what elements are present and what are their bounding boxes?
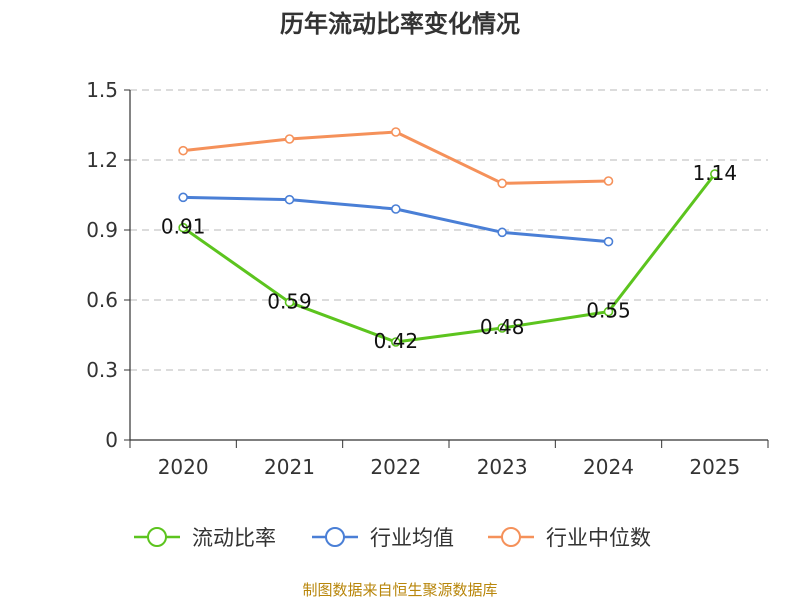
series-1 (178, 192, 614, 247)
legend-marker (147, 527, 167, 547)
x-tick-label: 2021 (264, 455, 315, 479)
series-line (182, 173, 717, 344)
series-line (183, 130, 609, 185)
data-point (178, 145, 188, 156)
data-label: 0.42 (374, 329, 419, 353)
legend-label: 流动比率 (192, 526, 276, 550)
chart-title: 历年流动比率变化情况 (280, 10, 520, 38)
data-point (603, 236, 614, 247)
data-labels: 0.91 0.59 0.42 0.48 0.55 1.14 (161, 161, 737, 353)
data-point (603, 306, 614, 317)
data-point (497, 178, 507, 189)
legend: 流动比率 行业均值 行业中位数 (134, 526, 651, 550)
series-2 (178, 127, 614, 189)
x-tick-label: 2022 (370, 455, 421, 479)
data-label: 0.91 (161, 215, 206, 239)
y-tick-label: 0 (105, 428, 118, 452)
data-point (284, 297, 295, 308)
data-point (391, 337, 401, 347)
legend-item: 流动比率 (134, 526, 276, 550)
y-tick-label: 0.9 (86, 218, 118, 242)
data-label: 1.14 (693, 161, 738, 185)
legend-item: 行业均值 (312, 526, 454, 550)
axes: 0 0.3 0.6 0.9 1.2 1.5 2020 2021 2022 2023 2024 2025 (86, 78, 769, 479)
legend-label: 行业中位数 (546, 526, 651, 550)
x-tick-label: 2025 (689, 455, 740, 479)
y-tick-label: 1.5 (86, 78, 118, 102)
data-point (497, 227, 507, 238)
data-source-note: 制图数据来自恒生聚源数据库 (302, 581, 497, 599)
y-tick-label: 1.2 (86, 148, 118, 172)
legend-item: 行业中位数 (488, 526, 651, 550)
legend-label: 行业均值 (370, 526, 454, 550)
legend-marker (325, 527, 345, 547)
x-tick-label: 2024 (583, 455, 634, 479)
data-point (391, 204, 401, 214)
y-tick-label: 0.3 (86, 358, 118, 382)
series-0 (178, 169, 720, 347)
y-tick-label: 0.6 (86, 288, 118, 312)
legend-marker (501, 527, 521, 547)
data-point (603, 176, 614, 186)
data-point (710, 169, 720, 179)
data-label: 0.48 (480, 315, 525, 339)
data-label: 0.59 (267, 289, 312, 313)
data-point (178, 192, 188, 203)
data-point (178, 222, 188, 233)
series-line (183, 195, 609, 244)
grid (130, 89, 768, 371)
data-point (391, 127, 401, 137)
data-label: 0.55 (586, 299, 631, 323)
x-tick-label: 2020 (158, 455, 209, 479)
x-tick-label: 2023 (477, 455, 528, 479)
data-point (284, 134, 295, 144)
series-layer (178, 127, 720, 347)
data-point (284, 194, 295, 205)
data-point (497, 323, 507, 333)
